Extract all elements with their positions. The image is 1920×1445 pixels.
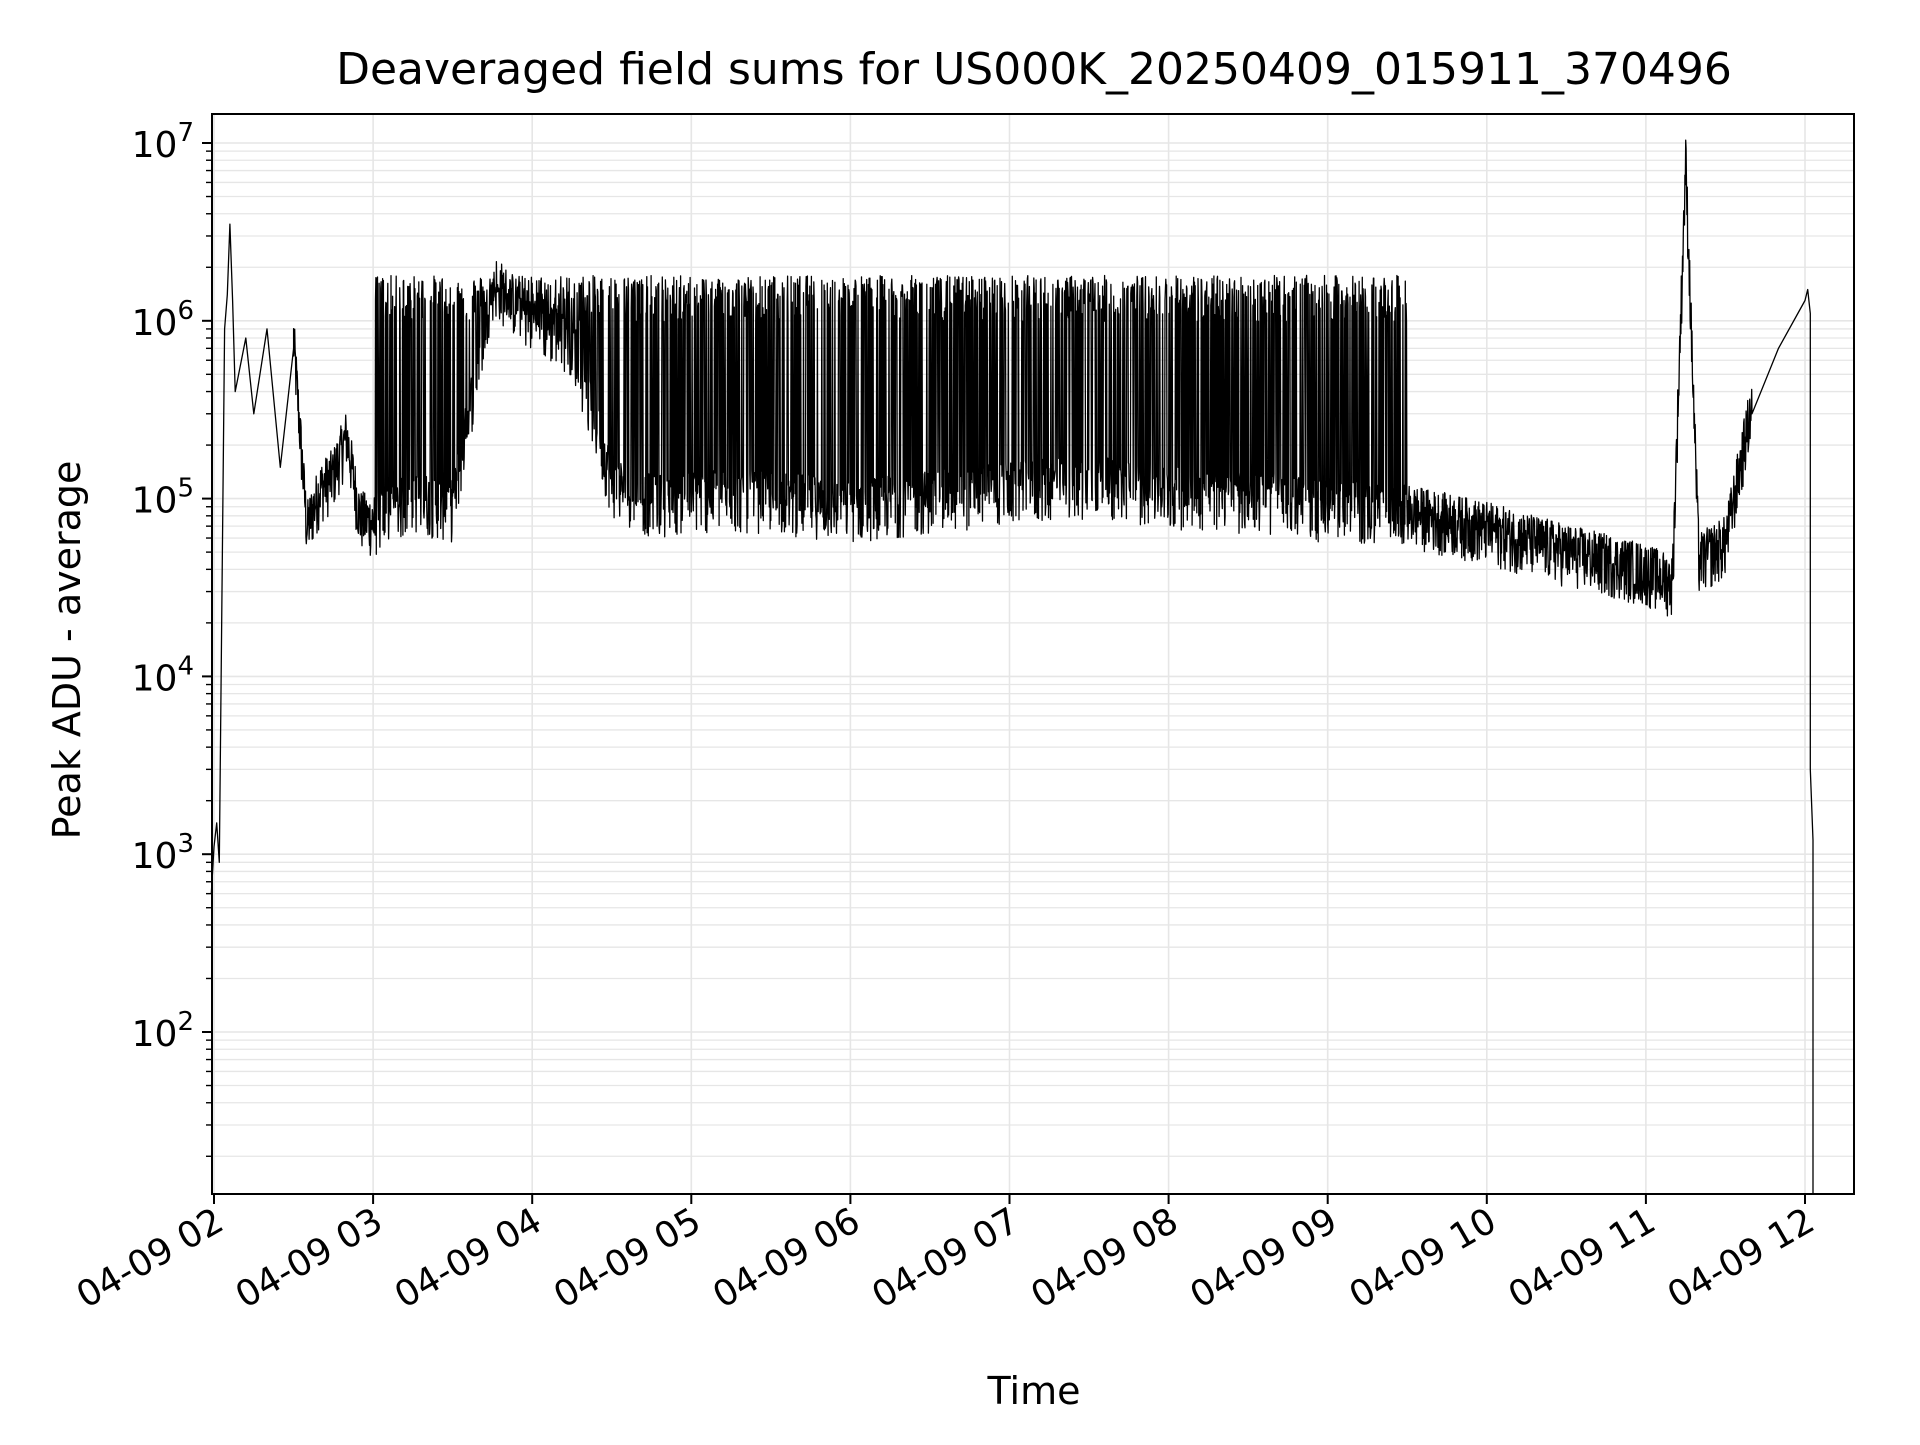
- series-line: [210, 139, 1814, 1194]
- y-tick-label: 102: [132, 1007, 194, 1055]
- y-tick-label: 107: [132, 118, 194, 166]
- y-tick-label: 103: [132, 829, 194, 877]
- grid: [212, 114, 1854, 1194]
- chart-title: Deaveraged field sums for US000K_2025040…: [336, 44, 1732, 95]
- y-tick-label: 105: [132, 474, 194, 522]
- series-layer: [210, 139, 1814, 1194]
- y-axis-label: Peak ADU - average: [45, 461, 89, 840]
- y-tick-label: 106: [132, 296, 194, 344]
- y-tick-label: 104: [132, 651, 194, 699]
- x-axis-label: Time: [987, 1369, 1081, 1413]
- plot-area-frame: [211, 113, 1855, 1195]
